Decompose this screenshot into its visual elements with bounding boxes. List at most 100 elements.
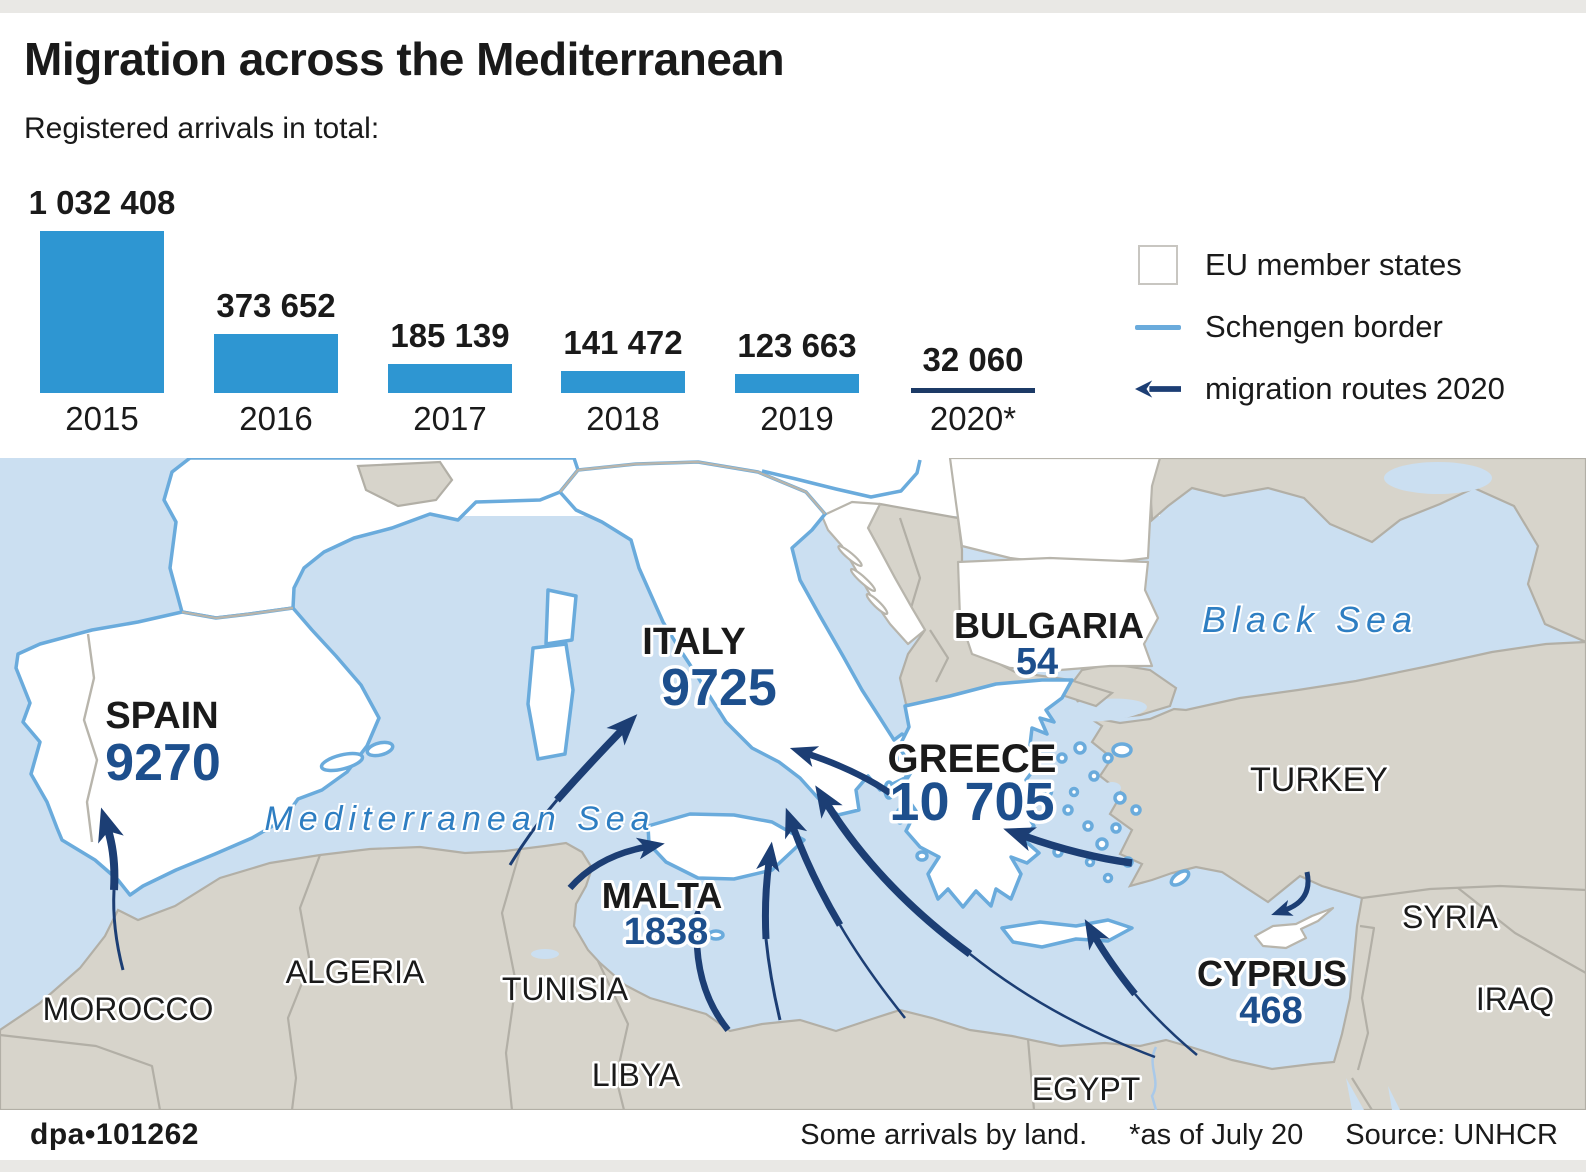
schengen-border-line: [761, 459, 922, 499]
legend-item-schengen: Schengen border: [1135, 305, 1443, 349]
bar-value: 32 060: [922, 341, 1024, 378]
bar-year: 2015: [65, 400, 139, 437]
bar-2018: [561, 371, 685, 393]
label-morocco: MOROCCO: [43, 991, 214, 1027]
arrow-libya-malta: [685, 905, 731, 1033]
label-greece: GREECE: [888, 737, 1057, 781]
arrow-egypt-crete-tail: [1134, 993, 1198, 1056]
bar-2015: [40, 231, 164, 393]
arrow-morocco-spain-tail: [112, 889, 125, 971]
schengen-border-swatch: [1135, 324, 1181, 330]
legend-item-eu: EU member states: [1135, 243, 1462, 287]
footer: dpa•101262 Some arrivals by land. *as of…: [0, 1110, 1586, 1160]
label-syria: SYRIA: [1402, 899, 1499, 935]
bar-value: 141 472: [563, 324, 683, 361]
balkan-inner-border: [929, 629, 950, 683]
arrow-eastmed-italy: [815, 785, 973, 958]
bar-year: 2019: [760, 400, 834, 437]
bar-group-2017: 185 139 2017: [388, 317, 512, 437]
migration-routes-2020: [98, 714, 1311, 1059]
sea-of-marmara: [1057, 698, 1147, 722]
gulf-of-aqaba: [1388, 1086, 1400, 1110]
label-bulgaria: BULGARIA: [954, 605, 1144, 646]
bar-group-2019: 123 663 2019: [735, 327, 859, 437]
bar-2016: [214, 334, 338, 393]
label-tunisia: TUNISIA: [502, 971, 629, 1007]
value-bulgaria: 54: [1016, 641, 1058, 683]
mallorca-island: [319, 751, 365, 773]
label-black-sea: Black Sea: [1202, 599, 1418, 640]
label-malta: MALTA: [602, 875, 723, 916]
ukraine-russia-shape: [1148, 458, 1586, 644]
legend-label: Schengen border: [1205, 309, 1443, 344]
footer-notes: Some arrivals by land. *as of July 20 So…: [800, 1119, 1558, 1152]
value-spain: 9270: [105, 734, 221, 792]
migration-route-arrow-icon: [1135, 379, 1181, 399]
value-malta: 1838: [624, 911, 709, 953]
footer-note: Some arrivals by land.: [800, 1118, 1088, 1151]
arrow-libya-sicily: [756, 841, 780, 940]
arrivals-bar-chart: 1 032 408 2015 373 652 2016 185 139 2017…: [0, 0, 1100, 458]
label-algeria: ALGERIA: [286, 954, 425, 990]
legend-item-routes: migration routes 2020: [1135, 367, 1505, 411]
bar-year: 2018: [586, 400, 660, 437]
arrow-morocco-spain: [98, 807, 124, 891]
bar-group-2018: 141 472 2018: [561, 324, 685, 437]
arrow-tunisia-italy: [554, 714, 638, 803]
bulgaria-shape: [956, 556, 1160, 672]
arrow-tunisia-italy-tail: [508, 799, 559, 866]
value-italy: 9725: [661, 659, 777, 717]
page-title: Migration across the Mediterranean: [24, 33, 785, 85]
top-strip: [0, 0, 1586, 13]
switzerland-shape: [356, 460, 454, 508]
arrow-egypt-crete: [1084, 919, 1138, 997]
malta-island: [707, 929, 725, 941]
eu-member-swatch: [1135, 245, 1181, 285]
label-cyprus: CYPRUS: [1197, 953, 1347, 994]
arrow-egypt-italy-tail: [838, 924, 906, 1019]
value-cyprus: 468: [1239, 990, 1302, 1032]
bar-year: 2017: [413, 400, 487, 437]
gulf-of-suez: [1346, 1078, 1364, 1110]
bar-2019: [735, 374, 859, 393]
bar-value: 1 032 408: [28, 184, 176, 221]
anatolia-lake: [1103, 782, 1121, 794]
nile-river: [1150, 1046, 1158, 1110]
footer-asof: *as of July 20: [1129, 1118, 1304, 1151]
label-spain: SPAIN: [105, 695, 218, 737]
arrow-tunisia-sicily: [567, 837, 665, 891]
label-mediterranean-sea: Mediterranean Sea: [264, 800, 655, 838]
value-greece: 10 705: [889, 772, 1054, 832]
bar-value: 373 652: [216, 287, 336, 324]
arrow-eastmed-italy-tail: [969, 953, 1156, 1059]
alps-border: [559, 460, 826, 515]
ionian-island: [915, 850, 929, 862]
ionian-island: [887, 749, 899, 771]
label-iraq: IRAQ: [1476, 981, 1554, 1017]
label-libya: LIBYA: [592, 1057, 681, 1093]
sea-of-azov: [1384, 462, 1492, 494]
croatian-island: [849, 567, 877, 593]
bar-year: 2016: [239, 400, 313, 437]
ionian-island: [895, 807, 905, 825]
croatian-island: [837, 544, 863, 568]
portugal-border: [82, 633, 99, 843]
arrow-greece-italy: [789, 746, 892, 796]
menorca-island: [365, 740, 395, 758]
arrow-turkey-greece: [1003, 827, 1133, 867]
bar-value: 123 663: [737, 327, 857, 364]
bar-group-2016: 373 652 2016: [214, 287, 338, 437]
sardinia-shape: [526, 642, 575, 761]
label-turkey: TURKEY: [1250, 761, 1388, 799]
bar-group-2015: 1 032 408 2015: [29, 184, 176, 437]
bar-2017: [388, 364, 512, 393]
bar-value: 185 139: [390, 317, 510, 354]
footer-source: Source: UNHCR: [1345, 1118, 1558, 1151]
arrow-libya-sicily-tail: [764, 938, 782, 1021]
bar-group-2020: 32 060 2020*: [911, 341, 1035, 437]
chart-subtitle: Registered arrivals in total:: [24, 112, 380, 145]
country-borders: [0, 850, 1586, 1110]
romania-shape: [948, 458, 1162, 568]
croatian-island: [865, 592, 889, 616]
